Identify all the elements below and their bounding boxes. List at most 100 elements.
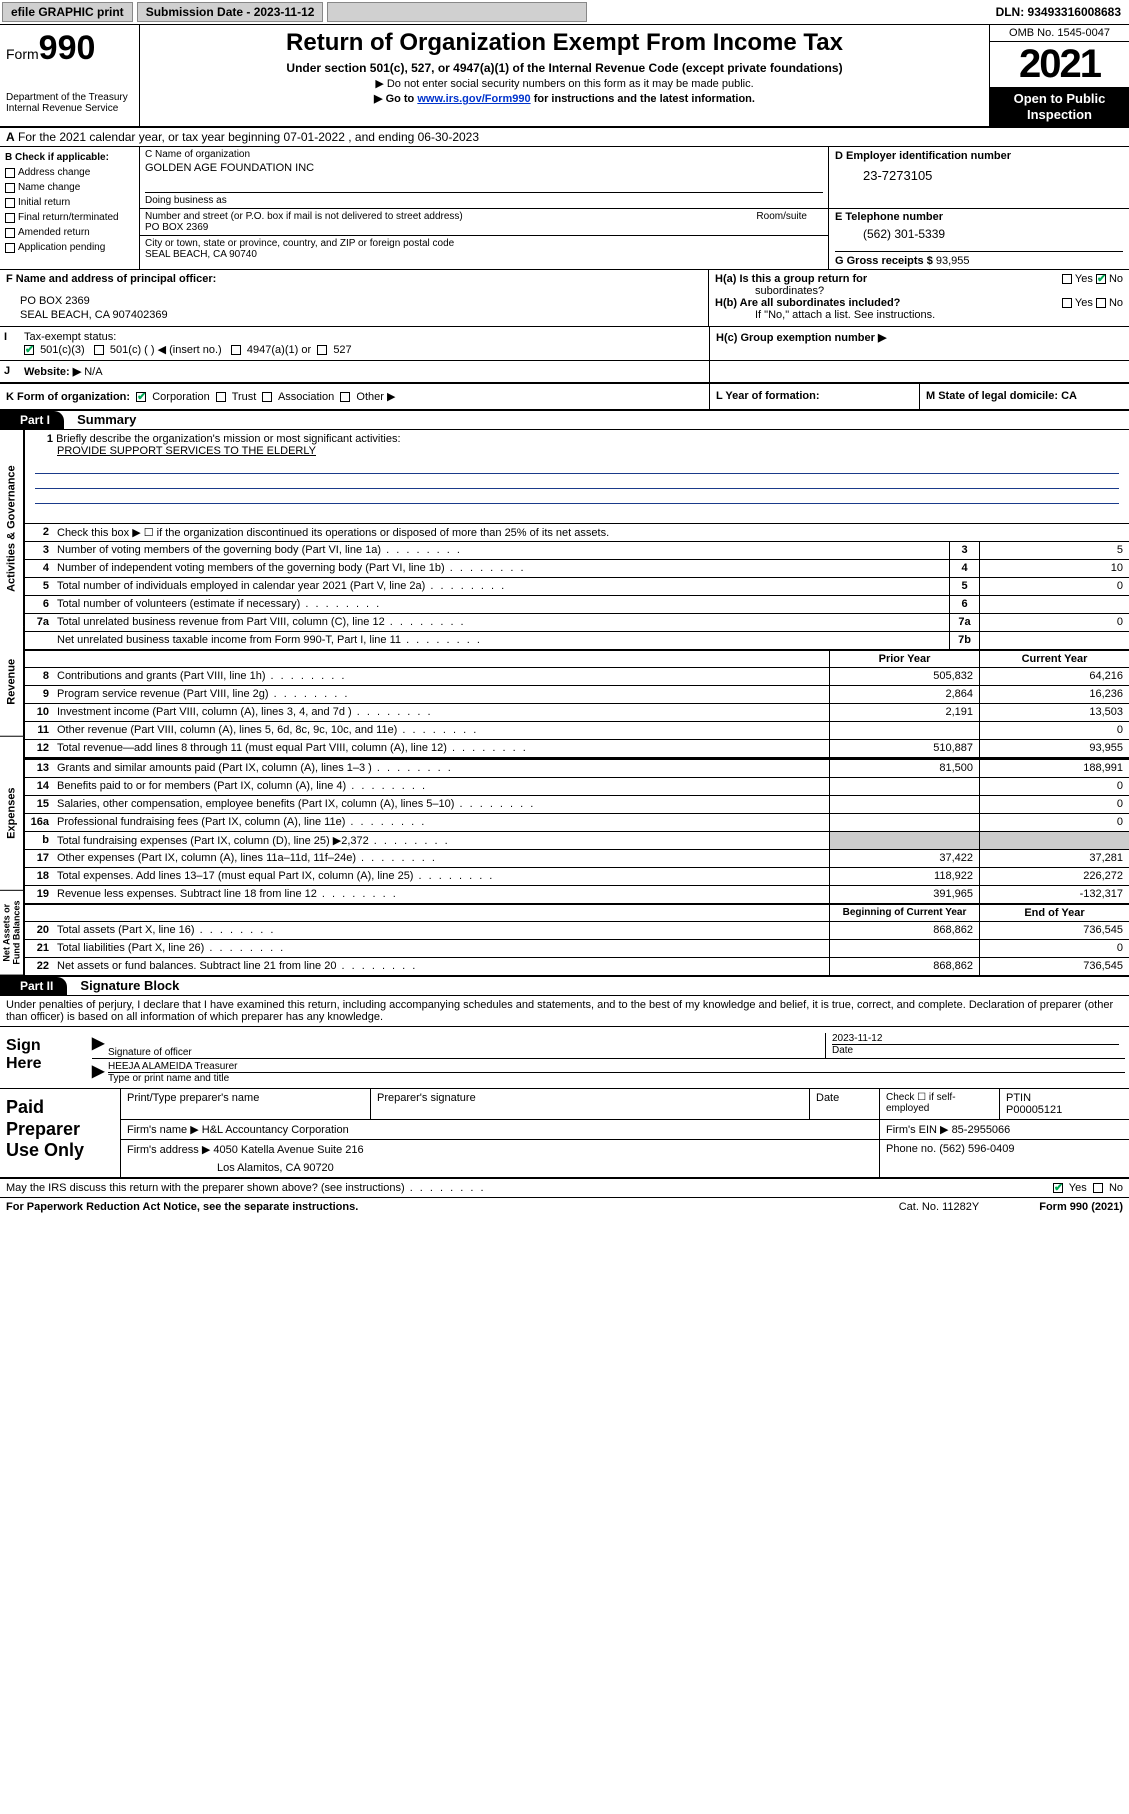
dln-text: DLN: 93493316008683	[996, 5, 1127, 19]
firm-name: H&L Accountancy Corporation	[202, 1124, 349, 1136]
summary-body: 1 Briefly describe the organization's mi…	[25, 430, 1129, 975]
org-name: GOLDEN AGE FOUNDATION INC	[145, 162, 823, 174]
paperwork-notice: For Paperwork Reduction Act Notice, see …	[6, 1201, 358, 1213]
chk-name-change[interactable]	[5, 183, 15, 193]
line2-text: Check this box ▶ ☐ if the organization d…	[53, 524, 1129, 541]
summary-line: 9 Program service revenue (Part VIII, li…	[25, 685, 1129, 703]
form-title: Return of Organization Exempt From Incom…	[148, 29, 981, 57]
summary-line: 3 Number of voting members of the govern…	[25, 541, 1129, 559]
self-employed-check[interactable]: Check ☐ if self-employed	[879, 1089, 999, 1119]
summary-line: b Total fundraising expenses (Part IX, c…	[25, 831, 1129, 849]
officer-addr2: SEAL BEACH, CA 907402369	[20, 309, 702, 321]
may-irs-discuss: May the IRS discuss this return with the…	[0, 1179, 1129, 1198]
preparer-date-header: Date	[809, 1089, 879, 1119]
chk-hb-no[interactable]	[1096, 298, 1106, 308]
summary-line: 19 Revenue less expenses. Subtract line …	[25, 885, 1129, 903]
chk-app-pending[interactable]	[5, 243, 15, 253]
form-header: Form990 Department of the Treasury Inter…	[0, 25, 1129, 128]
summary-section: Activities & Governance Revenue Expenses…	[0, 430, 1129, 977]
submission-date-button[interactable]: Submission Date - 2023-11-12	[137, 2, 324, 22]
part1-header: Part I Summary	[0, 411, 1129, 430]
sign-here-label: Sign Here	[0, 1027, 70, 1088]
paid-preparer-block: Paid Preparer Use Only Print/Type prepar…	[0, 1089, 1129, 1179]
firm-addr2: Los Alamitos, CA 90720	[127, 1162, 873, 1174]
summary-line: 21 Total liabilities (Part X, line 26) 0	[25, 939, 1129, 957]
chk-501c3[interactable]	[24, 345, 34, 355]
row-klm: K Form of organization: Corporation Trus…	[0, 384, 1129, 411]
org-name-block: C Name of organization GOLDEN AGE FOUNDA…	[140, 147, 829, 208]
chk-initial-return[interactable]	[5, 198, 15, 208]
line1-label: Briefly describe the organization's miss…	[56, 433, 400, 445]
form-subtitle: Under section 501(c), 527, or 4947(a)(1)…	[148, 61, 981, 75]
part2-header: Part II Signature Block	[0, 977, 1129, 996]
chk-501c[interactable]	[94, 345, 104, 355]
summary-line: 6 Total number of volunteers (estimate i…	[25, 595, 1129, 613]
col-current-header: Current Year	[979, 651, 1129, 667]
note-link: ▶ Go to www.irs.gov/Form990 for instruct…	[148, 92, 981, 105]
sig-declaration: Under penalties of perjury, I declare th…	[0, 996, 1129, 1027]
chk-amended[interactable]	[5, 228, 15, 238]
firm-addr1: 4050 Katella Avenue Suite 216	[213, 1144, 363, 1156]
summary-line: 5 Total number of individuals employed i…	[25, 577, 1129, 595]
chk-irs-yes[interactable]	[1053, 1183, 1063, 1193]
chk-trust[interactable]	[216, 392, 226, 402]
summary-line: 17 Other expenses (Part IX, column (A), …	[25, 849, 1129, 867]
summary-line: 11 Other revenue (Part VIII, column (A),…	[25, 721, 1129, 739]
ptin-label: PTIN	[1006, 1092, 1031, 1104]
sig-officer-label: Signature of officer	[108, 1033, 825, 1058]
officer-addr1: PO BOX 2369	[20, 295, 702, 307]
summary-line: 18 Total expenses. Add lines 13–17 (must…	[25, 867, 1129, 885]
chk-assoc[interactable]	[262, 392, 272, 402]
summary-line: 7a Total unrelated business revenue from…	[25, 613, 1129, 631]
chk-irs-no[interactable]	[1093, 1183, 1103, 1193]
officer-name-title: HEEJA ALAMEIDA Treasurer	[108, 1061, 1125, 1072]
chk-hb-yes[interactable]	[1062, 298, 1072, 308]
row-hc: H(c) Group exemption number ▶	[709, 327, 1129, 360]
chk-corp[interactable]	[136, 392, 146, 402]
chk-4947[interactable]	[231, 345, 241, 355]
chk-other[interactable]	[340, 392, 350, 402]
row-i: I Tax-exempt status: 501(c)(3) 501(c) ( …	[0, 327, 1129, 361]
row-l: L Year of formation:	[709, 384, 919, 409]
section-fh: F Name and address of principal officer:…	[0, 270, 1129, 327]
paid-preparer-label: Paid Preparer Use Only	[0, 1089, 120, 1177]
irs-label: Internal Revenue Service	[6, 103, 133, 114]
summary-line: 15 Salaries, other compensation, employe…	[25, 795, 1129, 813]
city-value: SEAL BEACH, CA 90740	[145, 249, 823, 260]
open-public-badge: Open to PublicInspection	[990, 87, 1129, 126]
col-begin-header: Beginning of Current Year	[829, 905, 979, 921]
omb-number: OMB No. 1545-0047	[990, 25, 1129, 42]
col-b-checkboxes: B Check if applicable: Address change Na…	[0, 147, 140, 269]
row-j: J Website: ▶ N/A	[0, 361, 1129, 384]
signature-block: Under penalties of perjury, I declare th…	[0, 996, 1129, 1198]
chk-final-return[interactable]	[5, 213, 15, 223]
chk-ha-no[interactable]	[1096, 274, 1106, 284]
top-bar: efile GRAPHIC print Submission Date - 20…	[0, 0, 1129, 25]
sig-date-label: Date	[832, 1044, 1119, 1056]
preparer-name-header: Print/Type preparer's name	[120, 1089, 370, 1119]
mission-text: PROVIDE SUPPORT SERVICES TO THE ELDERLY	[29, 445, 316, 457]
chk-527[interactable]	[317, 345, 327, 355]
row-k: K Form of organization: Corporation Trus…	[0, 384, 709, 409]
irs-link[interactable]: www.irs.gov/Form990	[417, 93, 530, 105]
summary-line: 22 Net assets or fund balances. Subtract…	[25, 957, 1129, 975]
efile-button[interactable]: efile GRAPHIC print	[2, 2, 133, 22]
ein-value: 23-7273105	[863, 168, 1123, 183]
dept-label: Department of the Treasury	[6, 92, 133, 103]
phone-value: (562) 301-5339	[863, 227, 1123, 241]
sig-date-value: 2023-11-12	[832, 1033, 1119, 1044]
tab-netassets: Net Assets or Fund Balances	[0, 891, 24, 976]
col-prior-header: Prior Year	[829, 651, 979, 667]
tab-governance: Activities & Governance	[0, 430, 24, 627]
col-e-phone: E Telephone number (562) 301-5339 G Gros…	[829, 209, 1129, 269]
col-f: F Name and address of principal officer:…	[0, 270, 709, 326]
chk-address-change[interactable]	[5, 168, 15, 178]
summary-line: Net unrelated business taxable income fr…	[25, 631, 1129, 649]
col-h: H(a) Is this a group return for Yes No s…	[709, 270, 1129, 326]
summary-line: 13 Grants and similar amounts paid (Part…	[25, 759, 1129, 777]
summary-line: 8 Contributions and grants (Part VIII, l…	[25, 667, 1129, 685]
col-d-ein: D Employer identification number 23-7273…	[829, 147, 1129, 208]
chk-ha-yes[interactable]	[1062, 274, 1072, 284]
section-bcde: B Check if applicable: Address change Na…	[0, 147, 1129, 270]
arrow-icon: ▶	[92, 1061, 108, 1084]
